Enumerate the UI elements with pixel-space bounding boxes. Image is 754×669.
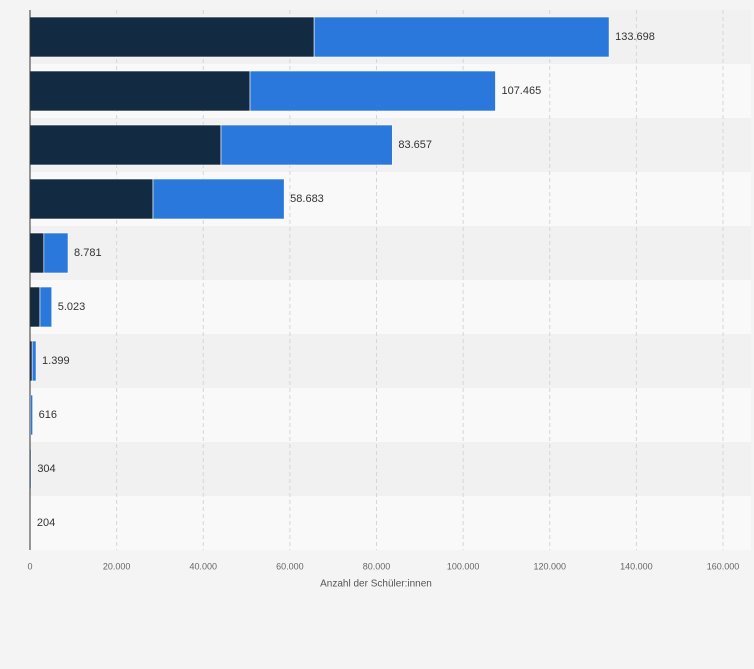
x-tick-label: 160.000 (707, 561, 740, 571)
total-label: 5.023 (58, 301, 86, 313)
row-background (30, 334, 751, 388)
x-tick-label: 120.000 (533, 561, 566, 571)
x-tick-label: 0 (27, 561, 32, 571)
row-background (30, 442, 751, 496)
bar-segment (29, 16, 315, 58)
x-tick-label: 80.000 (363, 561, 391, 571)
total-label: 107.465 (501, 85, 541, 97)
bar-segment (30, 448, 32, 490)
row-background (30, 226, 751, 280)
row-background (30, 280, 751, 334)
x-tick-label: 100.000 (447, 561, 480, 571)
total-label: 616 (39, 409, 57, 421)
bar-segment (29, 70, 251, 112)
total-label: 1.399 (42, 355, 70, 367)
total-label: 304 (37, 463, 55, 475)
total-label: 58.683 (290, 193, 324, 205)
total-label: 83.657 (398, 139, 432, 151)
x-tick-label: 60.000 (276, 561, 304, 571)
x-axis-title: Anzahl der Schüler:innen (320, 579, 432, 590)
bar-segment (43, 232, 69, 274)
bar-segment (220, 124, 393, 166)
bar-segment (29, 124, 222, 166)
bar-segment (29, 178, 154, 220)
x-tick-label: 20.000 (103, 561, 131, 571)
bar-segment (152, 178, 285, 220)
total-label: 204 (37, 517, 55, 529)
bar-segment (29, 286, 41, 328)
bar-segment (30, 394, 33, 436)
row-background (30, 496, 751, 550)
bar-segment (39, 286, 53, 328)
x-tick-label: 40.000 (189, 561, 217, 571)
row-background (30, 388, 751, 442)
bar-segment (31, 340, 37, 382)
bar-segment (29, 232, 45, 274)
bar-segment (249, 70, 496, 112)
total-label: 133.698 (615, 31, 655, 43)
x-tick-label: 140.000 (620, 561, 653, 571)
bar-segment (313, 16, 610, 58)
total-label: 8.781 (74, 247, 102, 259)
